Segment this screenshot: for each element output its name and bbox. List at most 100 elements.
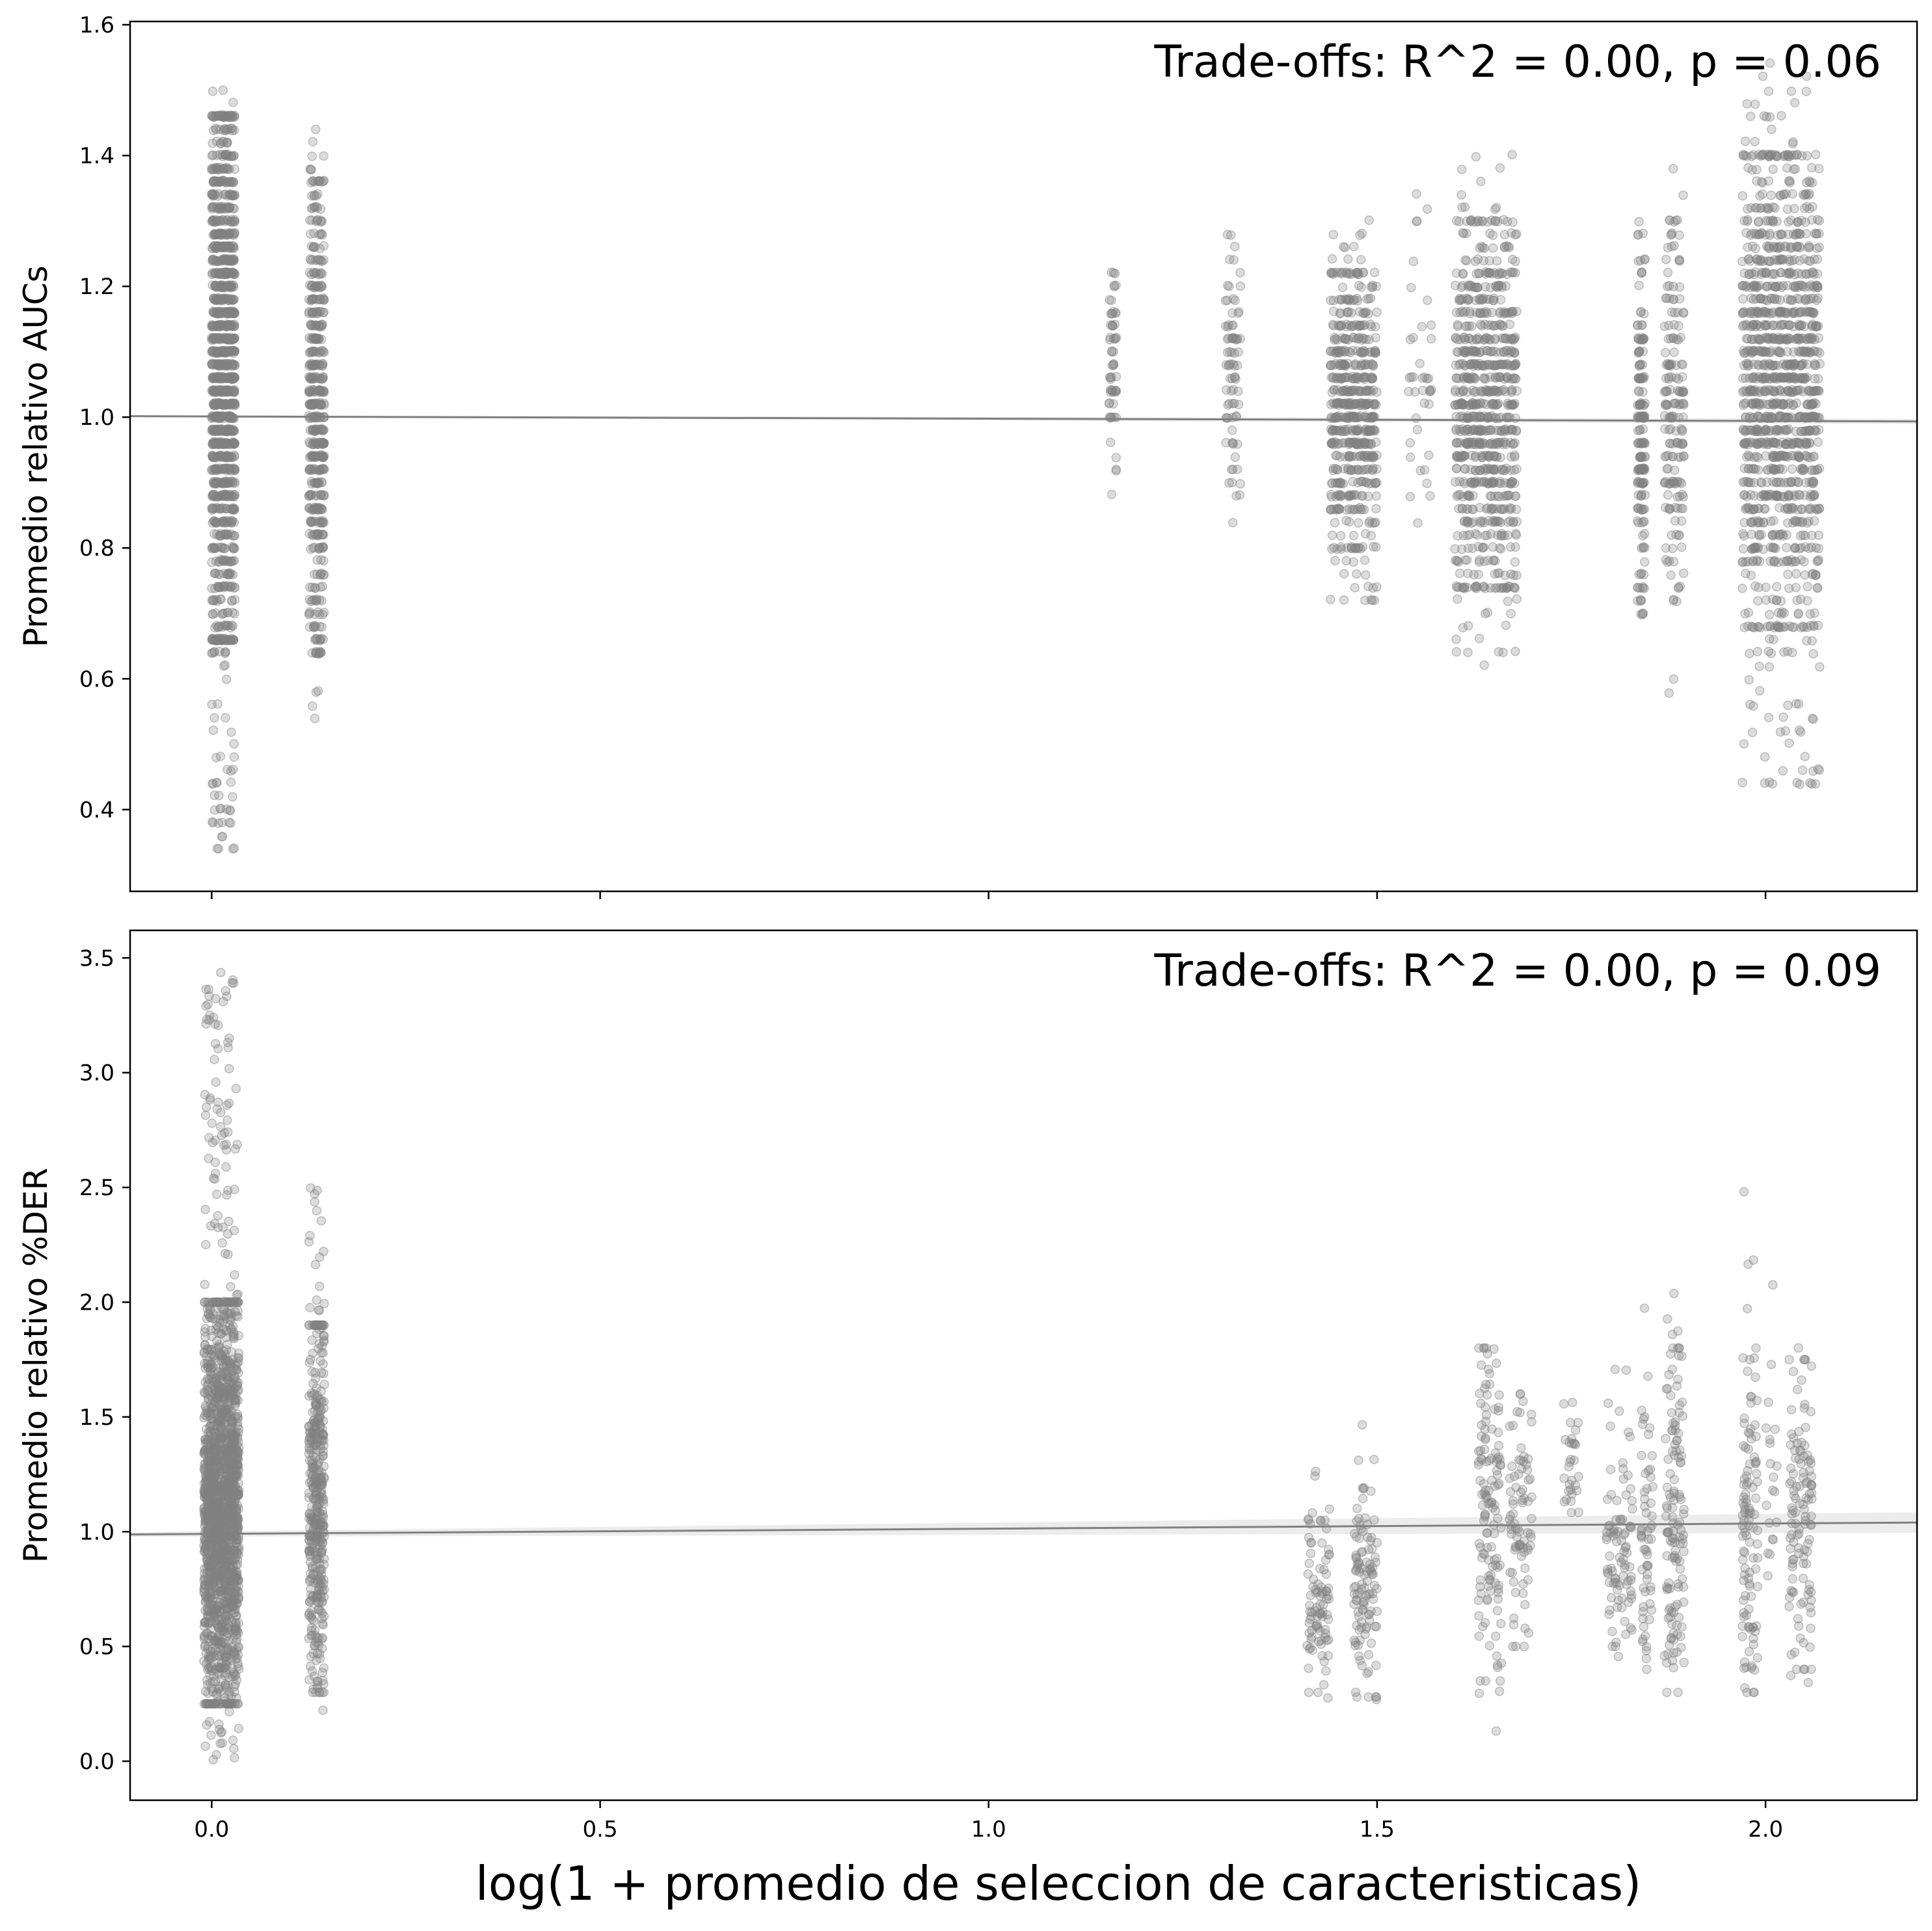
data-point (224, 124, 234, 134)
data-point (1451, 581, 1462, 591)
data-point (227, 373, 237, 384)
data-point (1490, 361, 1500, 371)
data-point (1760, 778, 1770, 788)
data-point (214, 165, 224, 174)
data-point (230, 385, 239, 395)
data-point (217, 306, 227, 317)
data-point (219, 543, 230, 553)
data-point (1367, 373, 1378, 383)
data-point (226, 634, 237, 643)
data-point (207, 385, 217, 396)
data-point (1462, 518, 1473, 528)
data-point (224, 439, 234, 449)
data-point (1780, 726, 1791, 736)
data-point (1510, 450, 1520, 461)
data-point (1225, 373, 1235, 383)
data-point (221, 439, 232, 449)
data-point (1491, 202, 1501, 213)
data-point (224, 372, 234, 382)
data-point (211, 426, 221, 436)
data-point (1423, 295, 1432, 305)
data-point (1326, 595, 1335, 604)
data-point (1329, 385, 1339, 395)
data-point (1665, 293, 1674, 304)
data-point (227, 280, 237, 290)
data-point (1793, 217, 1803, 227)
data-point (208, 425, 217, 435)
data-point (219, 215, 228, 225)
data-point (1784, 217, 1793, 227)
data-point (1752, 254, 1762, 264)
data-point (1756, 294, 1765, 304)
data-point (311, 504, 321, 513)
data-point (1480, 608, 1490, 619)
data-point (217, 831, 228, 841)
data-point (225, 334, 235, 345)
data-point (1761, 582, 1771, 593)
data-point (306, 255, 316, 265)
data-point (1227, 321, 1237, 331)
data-point (208, 191, 219, 201)
data-point (209, 190, 220, 200)
data-point (1504, 243, 1514, 252)
data-point (229, 505, 239, 515)
data-point (305, 489, 315, 500)
data-point (211, 333, 221, 344)
data-point (208, 373, 219, 383)
data-point (213, 844, 224, 854)
data-point (223, 295, 234, 305)
data-point (219, 294, 229, 304)
data-point (230, 319, 239, 329)
data-point (1471, 269, 1481, 278)
data-point (1458, 374, 1468, 384)
data-point (1344, 517, 1354, 527)
data-point (1496, 425, 1507, 436)
data-point (226, 504, 236, 514)
data-point (1460, 321, 1471, 331)
data-point (225, 282, 235, 292)
data-point (215, 647, 224, 656)
data-point (1359, 505, 1369, 515)
data-point (220, 581, 230, 591)
data-point (1665, 215, 1674, 225)
data-point (228, 255, 239, 265)
data-point (1778, 152, 1789, 161)
data-point (1108, 306, 1118, 317)
data-point (1488, 542, 1498, 552)
data-point (1784, 738, 1794, 748)
data-point (215, 751, 226, 761)
data-point (228, 295, 237, 305)
data-point (1788, 622, 1797, 632)
data-point (1662, 464, 1672, 474)
data-point (1366, 426, 1376, 437)
data-point (1463, 543, 1473, 553)
data-point (219, 294, 229, 304)
data-point (1490, 334, 1500, 344)
data-point (1489, 268, 1499, 278)
data-point (1425, 491, 1435, 501)
data-point (217, 281, 227, 291)
data-point (209, 256, 219, 266)
data-point (1775, 385, 1785, 396)
data-point (215, 569, 225, 580)
data-point (212, 322, 222, 332)
data-point (1326, 504, 1336, 514)
data-point (224, 243, 234, 252)
data-point (1792, 777, 1802, 788)
data-point (217, 426, 227, 437)
data-point (226, 478, 235, 488)
data-point (1796, 346, 1806, 357)
data-point (222, 164, 232, 174)
data-point (1452, 491, 1462, 501)
data-point (1660, 347, 1670, 358)
data-point (1787, 464, 1797, 474)
data-point (217, 387, 227, 397)
data-point (221, 269, 230, 279)
data-point (1454, 504, 1464, 514)
data-point (218, 229, 228, 239)
data-point (1507, 347, 1517, 357)
data-point (219, 569, 229, 578)
data-point (1481, 267, 1491, 277)
data-point (1660, 399, 1670, 409)
